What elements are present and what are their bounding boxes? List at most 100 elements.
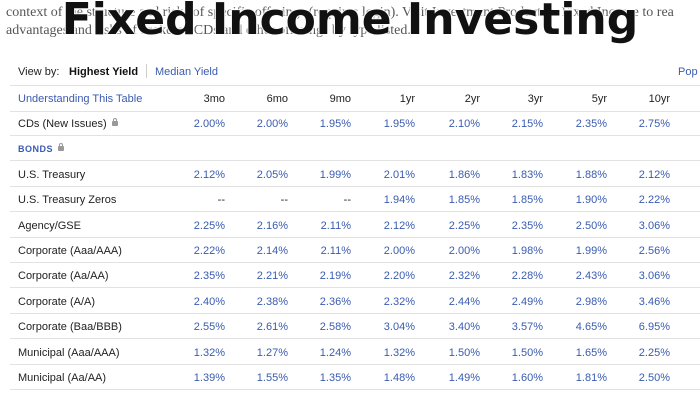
yield-cell[interactable]: 2.00% — [448, 245, 480, 257]
yield-cell[interactable]: 2.11% — [320, 219, 351, 232]
yield-cell: -- — [343, 194, 351, 207]
separator — [10, 211, 700, 213]
row-label: Corporate (Aaa/AAA) — [18, 245, 122, 257]
yield-cell: -- — [280, 194, 288, 207]
yield-cell[interactable]: 2.50% — [575, 219, 607, 232]
yield-cell[interactable]: 2.98% — [575, 295, 607, 308]
yield-cell[interactable]: 6.95% — [638, 321, 670, 334]
yield-cell: -- — [217, 194, 225, 207]
yield-cell[interactable]: 2.40% — [193, 295, 225, 308]
yield-cell[interactable]: 2.14% — [256, 245, 288, 257]
yield-cell[interactable]: 1.83% — [511, 168, 543, 181]
yield-cell[interactable]: 3.06% — [638, 270, 670, 283]
yield-cell[interactable]: 1.99% — [575, 245, 607, 257]
yield-cell[interactable]: 2.55% — [193, 321, 225, 334]
yield-cell[interactable]: 2.19% — [319, 270, 351, 283]
row-label: U.S. Treasury Zeros — [18, 194, 117, 207]
yield-cell[interactable]: 3.57% — [511, 321, 543, 334]
yield-cell[interactable]: 2.28% — [511, 270, 543, 283]
yield-cell[interactable]: 2.58% — [319, 321, 351, 334]
yield-cell[interactable]: 1.48% — [383, 372, 415, 384]
yield-cell[interactable]: 1.88% — [575, 168, 607, 181]
yield-cell[interactable]: 1.49% — [448, 372, 480, 384]
yield-cell[interactable]: 3.46% — [638, 295, 670, 308]
column-header: 3yr — [527, 93, 543, 105]
yield-cell[interactable]: 3.40% — [448, 321, 480, 334]
yield-cell[interactable]: 2.12% — [638, 168, 670, 181]
header-link[interactable]: Understanding This Table — [18, 93, 143, 105]
yield-cell[interactable]: 2.10% — [448, 118, 480, 130]
yield-cell[interactable]: 1.98% — [511, 245, 543, 257]
yield-cell[interactable]: 2.21% — [256, 270, 288, 283]
view-option[interactable]: Pop — [678, 66, 698, 78]
yield-cell[interactable]: 1.95% — [383, 118, 415, 130]
yield-cell[interactable]: 2.16% — [256, 219, 288, 232]
yield-cell[interactable]: 2.12% — [193, 168, 225, 181]
yield-cell[interactable]: 2.22% — [193, 245, 225, 257]
yield-cell[interactable]: 1.32% — [383, 346, 415, 359]
column-header: 2yr — [464, 93, 480, 105]
yield-cell[interactable]: 2.00% — [383, 245, 415, 257]
yield-cell[interactable]: 1.50% — [511, 346, 543, 359]
yield-cell[interactable]: 2.12% — [383, 219, 415, 232]
separator — [10, 338, 700, 340]
yield-cell[interactable]: 1.90% — [575, 194, 607, 207]
yield-cell[interactable]: 1.27% — [256, 346, 288, 359]
yield-cell[interactable]: 1.99% — [319, 168, 351, 181]
yield-cell[interactable]: 2.35% — [575, 118, 607, 130]
separator — [10, 135, 700, 136]
separator — [10, 312, 700, 314]
view-option[interactable]: Median Yield — [155, 66, 218, 78]
yield-cell[interactable]: 1.39% — [193, 372, 225, 384]
yield-cell[interactable]: 2.25% — [448, 219, 480, 232]
yield-cell[interactable]: 1.60% — [511, 372, 543, 384]
yield-cell[interactable]: 2.20% — [383, 270, 415, 283]
yield-cell[interactable]: 2.32% — [383, 295, 415, 308]
yield-cell[interactable]: 2.44% — [448, 295, 480, 308]
yield-cell[interactable]: 1.50% — [448, 346, 480, 359]
view-option[interactable]: Highest Yield — [69, 66, 139, 78]
yield-cell[interactable]: 1.95% — [319, 118, 351, 130]
yield-cell[interactable]: 2.36% — [319, 295, 351, 308]
yield-cell[interactable]: 2.49% — [511, 295, 543, 308]
yield-cell[interactable]: 1.85% — [511, 194, 543, 207]
yield-cell[interactable]: 2.11% — [320, 245, 351, 257]
yield-cell[interactable]: 1.55% — [256, 372, 288, 384]
yield-cell[interactable]: 2.00% — [256, 118, 288, 130]
yield-cell[interactable]: 2.35% — [193, 270, 225, 283]
yield-cell[interactable]: 1.35% — [319, 372, 351, 384]
yield-cell[interactable]: 1.32% — [193, 346, 225, 359]
yield-cell[interactable]: 3.06% — [638, 219, 670, 232]
yield-cell[interactable]: 2.32% — [448, 270, 480, 283]
yield-cell[interactable]: 2.25% — [638, 346, 670, 359]
yield-cell[interactable]: 2.56% — [638, 245, 670, 257]
yield-cell[interactable]: 2.15% — [511, 118, 543, 130]
yield-cell[interactable]: 2.75% — [638, 118, 670, 130]
yield-cell[interactable]: 2.35% — [511, 219, 543, 232]
yield-cell[interactable]: 2.00% — [193, 118, 225, 130]
yield-cell[interactable]: 4.65% — [575, 321, 607, 334]
yield-cell[interactable]: 2.50% — [638, 372, 670, 384]
row-label: Corporate (Baa/BBB) — [18, 321, 122, 334]
yield-cell[interactable]: 2.25% — [193, 219, 225, 232]
yield-cell[interactable]: 3.04% — [383, 321, 415, 334]
lock-icon — [58, 143, 65, 152]
column-header: 6mo — [266, 93, 288, 105]
yield-cell[interactable]: 1.85% — [448, 194, 480, 207]
yield-cell[interactable]: 1.94% — [383, 194, 415, 207]
yield-cell[interactable]: 2.38% — [256, 295, 288, 308]
separator — [10, 85, 700, 86]
yield-cell[interactable]: 2.01% — [383, 168, 415, 181]
separator — [10, 111, 700, 112]
yield-cell[interactable]: 2.43% — [575, 270, 607, 283]
yield-cell[interactable]: 1.65% — [575, 346, 607, 359]
yield-cell[interactable]: 2.22% — [638, 194, 670, 207]
row-label: Corporate (A/A) — [18, 295, 96, 308]
yield-cell[interactable]: 2.05% — [256, 168, 288, 181]
yield-cell[interactable]: 1.24% — [319, 346, 351, 359]
yield-cell[interactable]: 2.61% — [256, 321, 288, 334]
yield-cell[interactable]: 1.86% — [448, 168, 480, 181]
yield-cell[interactable]: 1.81% — [575, 372, 607, 384]
row-label: Municipal (Aa/AA) — [18, 372, 107, 384]
